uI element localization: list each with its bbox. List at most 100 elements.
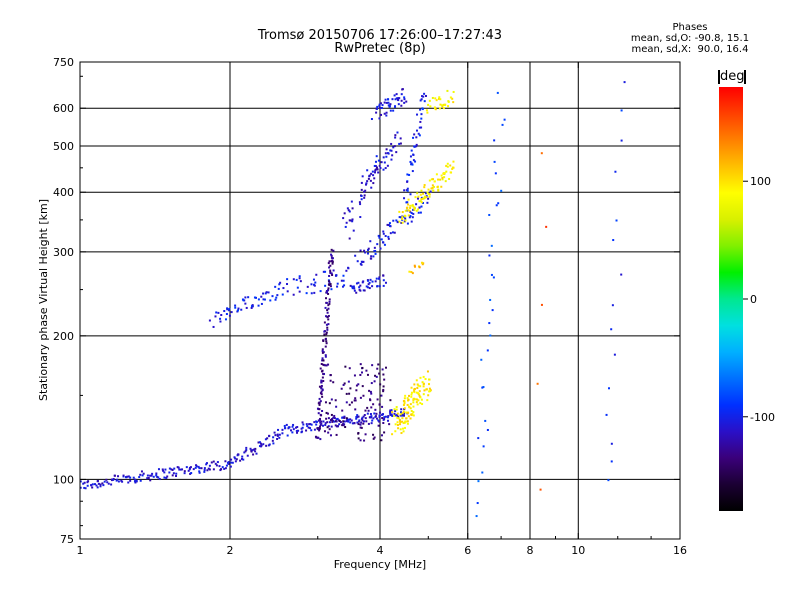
data-point <box>540 152 543 155</box>
data-point <box>252 453 255 456</box>
data-point <box>401 211 404 214</box>
data-point <box>241 298 244 301</box>
data-point <box>172 472 175 475</box>
data-point <box>183 470 186 473</box>
data-point <box>220 314 223 317</box>
data-point <box>305 429 308 432</box>
data-point <box>299 280 302 283</box>
data-point <box>385 101 388 104</box>
data-point <box>410 391 413 394</box>
data-point <box>412 159 415 162</box>
data-point <box>416 192 419 195</box>
data-point <box>306 425 309 428</box>
data-point <box>330 248 333 251</box>
data-point <box>403 197 406 200</box>
data-point <box>360 194 363 197</box>
data-point <box>400 408 403 411</box>
data-point <box>284 427 287 430</box>
data-point <box>360 263 363 266</box>
data-point <box>414 196 417 199</box>
data-point <box>263 298 266 301</box>
data-point <box>381 417 384 420</box>
data-point <box>422 385 425 388</box>
data-point <box>492 276 495 279</box>
data-point <box>357 432 360 435</box>
data-point <box>402 404 405 407</box>
data-point <box>329 269 332 272</box>
data-point <box>331 259 334 262</box>
data-point <box>399 142 402 145</box>
data-point <box>380 394 383 397</box>
data-point <box>440 185 443 188</box>
data-point <box>419 211 422 214</box>
data-point <box>168 471 171 474</box>
data-point <box>397 417 400 420</box>
data-point <box>400 411 403 414</box>
data-point <box>338 420 341 423</box>
data-point <box>356 414 359 417</box>
data-point <box>225 464 228 467</box>
data-point <box>355 282 358 285</box>
data-point <box>265 444 268 447</box>
data-point <box>397 97 400 100</box>
data-point <box>421 403 424 406</box>
data-point <box>349 418 352 421</box>
data-point <box>382 373 385 376</box>
data-point <box>401 413 404 416</box>
data-point <box>490 273 493 276</box>
data-point <box>415 391 418 394</box>
data-point <box>320 381 323 384</box>
data-point <box>374 415 377 418</box>
data-point <box>493 160 496 163</box>
data-point <box>373 412 376 415</box>
data-point <box>96 479 99 482</box>
data-point <box>315 436 318 439</box>
data-point <box>382 421 385 424</box>
data-point <box>350 401 353 404</box>
data-point <box>539 488 542 491</box>
data-point <box>187 469 190 472</box>
data-point <box>367 409 370 412</box>
data-point <box>322 420 325 423</box>
data-point <box>428 193 431 196</box>
data-point <box>409 210 412 213</box>
data-point <box>408 394 411 397</box>
data-point <box>447 100 450 103</box>
data-point <box>321 409 324 412</box>
data-point <box>401 216 404 219</box>
data-point <box>415 136 418 139</box>
x-tick-label: 4 <box>377 544 384 557</box>
data-point <box>428 195 431 198</box>
data-point <box>132 476 135 479</box>
data-point <box>336 425 339 428</box>
data-point <box>367 247 370 250</box>
data-point <box>496 91 499 94</box>
data-point <box>305 292 308 295</box>
data-point <box>367 249 370 252</box>
data-point <box>613 353 616 356</box>
data-point <box>163 476 166 479</box>
data-point <box>245 446 248 449</box>
data-point <box>403 96 406 99</box>
data-point <box>328 302 331 305</box>
data-point <box>328 274 331 277</box>
data-point <box>416 383 419 386</box>
phase-stats-x-mode: mean, sd,X: 90.0, 16.4 <box>631 44 749 55</box>
data-point <box>380 439 383 442</box>
data-point <box>326 315 329 318</box>
data-point <box>384 167 387 170</box>
data-point <box>378 164 381 167</box>
data-point <box>330 256 333 259</box>
data-point <box>276 434 279 437</box>
data-point <box>260 444 263 447</box>
data-point <box>286 290 289 293</box>
data-point <box>365 420 368 423</box>
data-point <box>286 278 289 281</box>
data-point <box>418 134 421 137</box>
data-point <box>444 180 447 183</box>
data-point <box>370 382 373 385</box>
data-point <box>389 399 392 402</box>
data-point <box>282 287 285 290</box>
data-point <box>393 94 396 97</box>
data-point <box>450 171 453 174</box>
